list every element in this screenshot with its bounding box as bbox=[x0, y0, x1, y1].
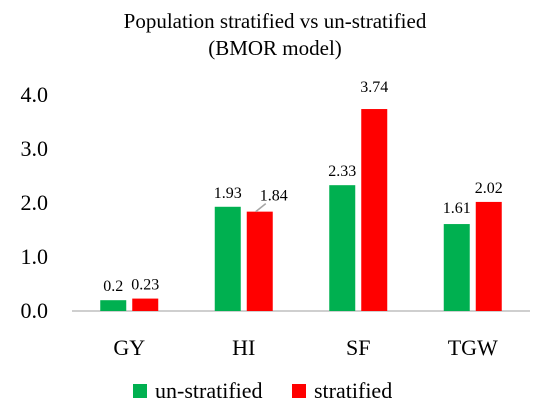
bar-stratified bbox=[132, 298, 159, 311]
category-labels: GY HI SF TGW bbox=[113, 335, 498, 360]
data-label: 0.2 bbox=[103, 278, 123, 295]
chart-title-line-2: (BMOR model) bbox=[208, 36, 342, 60]
y-tick-label: 1.0 bbox=[21, 244, 49, 269]
bar-stratified bbox=[475, 201, 502, 311]
bar-stratified bbox=[361, 109, 388, 311]
data-label: 2.33 bbox=[328, 163, 356, 180]
legend-swatch-un-stratified bbox=[133, 384, 147, 398]
legend-label: stratified bbox=[314, 378, 392, 403]
data-label: 1.61 bbox=[443, 200, 471, 217]
bar-un-stratified bbox=[100, 300, 127, 311]
bar-un-stratified bbox=[329, 185, 356, 311]
data-label: 1.84 bbox=[260, 188, 288, 205]
bars bbox=[100, 109, 502, 311]
category-label: SF bbox=[346, 335, 370, 360]
y-tick-label: 3.0 bbox=[21, 136, 49, 161]
data-labels: 0.2 0.23 1.93 1.84 2.33 3.74 1.612.02 bbox=[103, 79, 503, 295]
chart-title: Population stratified vs un-stratified (… bbox=[0, 8, 550, 62]
legend-swatch-stratified bbox=[292, 384, 306, 398]
bar-stratified bbox=[246, 211, 273, 311]
y-tick-label: 4.0 bbox=[21, 82, 49, 107]
data-label: 1.93 bbox=[214, 185, 242, 202]
legend-label: un-stratified bbox=[155, 378, 263, 403]
y-axis-ticks: 0.0 1.0 2.0 3.0 4.0 bbox=[21, 82, 49, 323]
data-label: 0.23 bbox=[131, 277, 159, 294]
bar-un-stratified bbox=[214, 206, 241, 311]
category-label: GY bbox=[113, 335, 145, 360]
bar-un-stratified bbox=[443, 224, 470, 311]
data-label: 3.74 bbox=[360, 79, 388, 96]
y-tick-label: 0.0 bbox=[21, 298, 49, 323]
category-label: TGW bbox=[448, 335, 498, 360]
data-label: 2.02 bbox=[475, 180, 503, 197]
legend: un-stratified stratified bbox=[133, 378, 392, 403]
data-label-leader-line bbox=[255, 203, 267, 213]
category-label: HI bbox=[232, 335, 255, 360]
y-tick-label: 2.0 bbox=[21, 190, 49, 215]
chart-title-line-1: Population stratified vs un-stratified bbox=[123, 9, 427, 33]
